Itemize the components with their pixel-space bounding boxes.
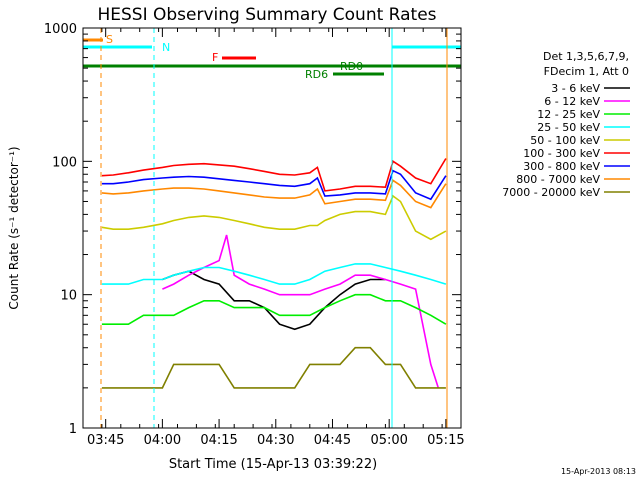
annotation-label-f: F: [212, 51, 218, 64]
series-line-3: [101, 293, 447, 326]
y-tick-label: 1000: [44, 22, 77, 37]
x-tick-label: 03:45: [87, 433, 124, 448]
annotation-label-n: N: [162, 41, 170, 54]
legend-header-line-1: Det 1,3,5,6,7,9,: [543, 50, 629, 63]
x-tick-label: 04:45: [314, 433, 351, 448]
annotation-label-rd6: RD6: [305, 68, 328, 81]
legend-label: 12 - 25 keV: [537, 108, 600, 121]
chart-title: HESSI Observing Summary Count Rates: [97, 5, 436, 25]
x-tick-label: 04:30: [257, 433, 294, 448]
legend-label: 800 - 7000 keV: [516, 173, 600, 186]
x-tick-label: 04:15: [200, 433, 237, 448]
legend-label: 100 - 300 keV: [523, 147, 600, 160]
legend-header-line-2: FDecim 1, Att 0: [544, 65, 629, 78]
series-line-2: [162, 234, 440, 389]
legend: Det 1,3,5,6,7,9, FDecim 1, Att 0 3 - 6 k…: [502, 50, 630, 199]
legend-label: 3 - 6 keV: [551, 82, 600, 95]
x-tick-label: 05:00: [370, 433, 407, 448]
y-tick-label: 10: [60, 289, 77, 304]
x-tick-label: 05:15: [427, 433, 464, 448]
legend-label: 6 - 12 keV: [544, 95, 600, 108]
y-tick-label: 1: [69, 422, 77, 437]
x-tick-label: 04:00: [144, 433, 181, 448]
x-axis-label: Start Time (15-Apr-13 03:39:22): [169, 457, 377, 472]
legend-label: 50 - 100 keV: [530, 134, 600, 147]
y-axis-label: Count Rate (s⁻¹ detector⁻¹): [7, 146, 21, 309]
series-line-9: [101, 346, 446, 389]
legend-label: 300 - 800 keV: [523, 160, 600, 173]
legend-label: 25 - 50 keV: [537, 121, 600, 134]
annotation-label-rd0: RD0: [340, 60, 363, 73]
y-tick-label: 100: [52, 155, 77, 170]
series-line-4: [101, 263, 447, 285]
legend-label: 7000 - 20000 keV: [502, 186, 600, 199]
plot-area: S N F RD0 RD6: [83, 28, 462, 428]
footer-timestamp: 15-Apr-2013 08:13: [561, 467, 636, 476]
annotation-label-s: S: [106, 33, 113, 46]
series-line-1: [162, 270, 386, 331]
